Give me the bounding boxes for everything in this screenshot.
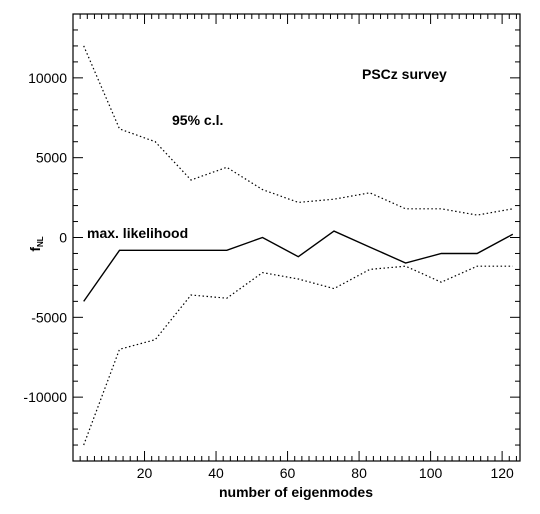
y-tick-labels: -10000 -5000 0 5000 10000	[23, 70, 67, 405]
x-tick-label: 100	[419, 465, 443, 481]
x-tick-label: 20	[137, 465, 153, 481]
y-tick-label: 5000	[36, 150, 67, 166]
y-tick-label: 0	[59, 230, 67, 246]
series-line-lower-confidence	[83, 265, 513, 446]
series-line-max-likelihood	[83, 230, 514, 302]
series-line-upper-confidence	[83, 45, 513, 216]
svg-text:fNL: fNL	[27, 236, 45, 251]
series-layer	[83, 45, 514, 446]
x-tick-label: 80	[351, 465, 367, 481]
minor-ticks	[73, 14, 520, 461]
y-tick-label: -10000	[23, 389, 67, 405]
x-tick-label: 120	[490, 465, 514, 481]
annotation-confidence: 95% c.l.	[172, 112, 223, 128]
x-tick-label: 40	[208, 465, 224, 481]
y-axis-label-main: f	[27, 247, 43, 252]
y-tick-label: -5000	[31, 309, 67, 325]
x-tick-label: 60	[280, 465, 296, 481]
y-axis-label-subscript: NL	[36, 236, 45, 247]
annotation-survey: PSCz survey	[362, 66, 447, 82]
annotation-max-likelihood: max. likelihood	[87, 225, 188, 241]
x-axis-label: number of eigenmodes	[219, 484, 373, 500]
x-tick-labels: 20 40 60 80 100 120	[137, 465, 514, 481]
y-axis-label: fNL	[27, 236, 45, 251]
major-ticks	[73, 14, 520, 461]
y-tick-label: 10000	[28, 70, 67, 86]
